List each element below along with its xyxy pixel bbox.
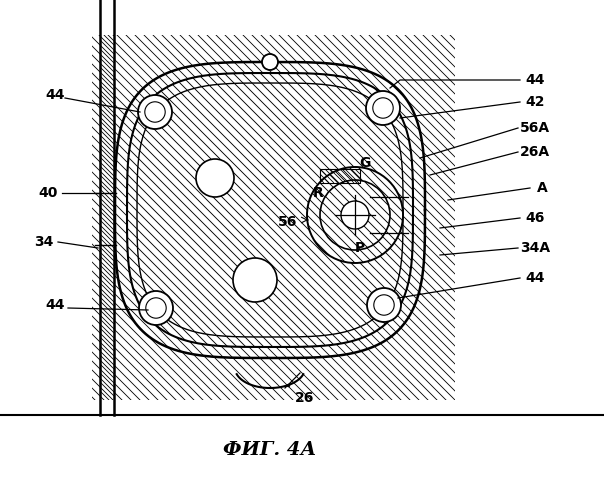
Text: 56А: 56А <box>520 121 550 135</box>
Text: 34А: 34А <box>520 241 550 255</box>
Text: 44: 44 <box>525 271 545 285</box>
Text: А: А <box>536 181 547 195</box>
Bar <box>0 0 92 500</box>
Text: 44: 44 <box>45 88 65 102</box>
Circle shape <box>146 298 166 318</box>
Text: 42: 42 <box>525 95 545 109</box>
Bar <box>0 400 604 500</box>
Text: 26: 26 <box>295 391 315 405</box>
Circle shape <box>366 91 400 125</box>
Text: 40: 40 <box>38 186 58 200</box>
Circle shape <box>341 201 369 229</box>
Text: G: G <box>359 156 371 170</box>
Circle shape <box>320 180 390 250</box>
Text: ФИГ. 4А: ФИГ. 4А <box>223 441 316 459</box>
Circle shape <box>145 102 165 122</box>
Circle shape <box>196 159 234 197</box>
Circle shape <box>367 288 401 322</box>
Circle shape <box>373 98 393 118</box>
Bar <box>455 0 604 500</box>
Polygon shape <box>127 73 413 347</box>
Circle shape <box>307 167 403 263</box>
Text: 46: 46 <box>525 211 545 225</box>
Text: P: P <box>355 241 365 255</box>
Circle shape <box>233 258 277 302</box>
Circle shape <box>374 295 394 315</box>
Text: R: R <box>313 186 323 200</box>
Circle shape <box>262 54 278 70</box>
Text: 26А: 26А <box>520 145 550 159</box>
Bar <box>0 0 604 35</box>
Circle shape <box>138 95 172 129</box>
Text: 34: 34 <box>34 235 54 249</box>
Text: 56: 56 <box>278 215 298 229</box>
Circle shape <box>139 291 173 325</box>
Text: 44: 44 <box>45 298 65 312</box>
Text: 44: 44 <box>525 73 545 87</box>
Bar <box>0 0 92 500</box>
